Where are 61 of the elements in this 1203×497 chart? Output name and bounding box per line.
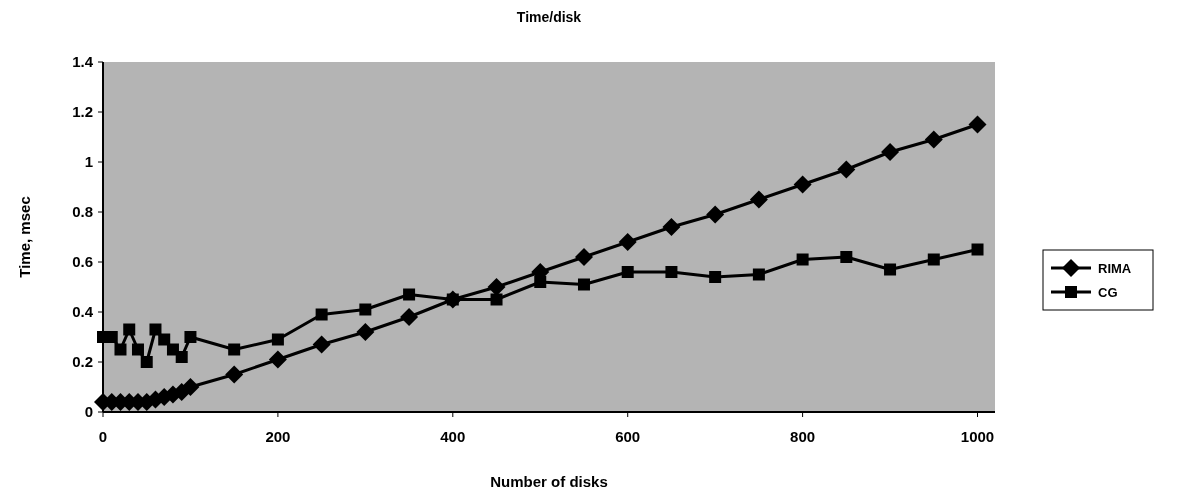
point	[140, 356, 153, 368]
x-axis-title: Number of disks	[490, 473, 608, 490]
point	[114, 343, 127, 356]
point	[706, 205, 725, 224]
x-tick-label: 800	[790, 428, 816, 445]
x-tick-label: 400	[440, 428, 466, 445]
y-tick-label: 1.4	[72, 53, 94, 70]
point	[359, 303, 372, 316]
legend-label: CG	[1098, 285, 1118, 300]
point	[225, 365, 244, 384]
point	[268, 350, 287, 369]
point	[315, 308, 328, 321]
point	[665, 266, 678, 278]
point	[400, 308, 419, 326]
point	[403, 288, 416, 301]
point	[749, 190, 768, 209]
point	[175, 351, 188, 363]
point	[123, 323, 136, 336]
x-tick-label: 0	[98, 428, 108, 445]
point	[312, 335, 331, 354]
y-tick-label: 1.2	[72, 103, 93, 120]
point	[181, 378, 200, 396]
y-tick-label: 0.2	[72, 353, 93, 370]
x-tick-label: 1000	[960, 428, 995, 445]
point	[356, 323, 375, 341]
y-tick-label: 0	[84, 403, 93, 420]
point	[271, 333, 284, 346]
point	[971, 243, 984, 256]
point	[793, 175, 812, 194]
point	[881, 143, 900, 161]
point	[796, 253, 809, 266]
point	[927, 253, 940, 266]
point	[618, 233, 637, 251]
point	[577, 278, 590, 291]
x-tick-label: 600	[615, 428, 641, 445]
point	[184, 331, 197, 343]
point	[884, 263, 897, 276]
point	[149, 323, 162, 336]
point	[840, 251, 853, 263]
point	[487, 278, 506, 296]
point	[662, 218, 681, 236]
y-axis-title: Time, msec	[16, 196, 33, 278]
point	[621, 266, 634, 278]
chart-title: Time/disk	[516, 9, 582, 25]
point	[228, 343, 241, 356]
y-tick-label: 0.6	[72, 253, 93, 270]
x-tick-label: 200	[265, 428, 291, 445]
point	[158, 333, 171, 346]
legend-label: RIMA	[1098, 261, 1132, 276]
point	[574, 248, 593, 266]
point	[968, 115, 987, 134]
point	[490, 293, 503, 306]
point	[837, 160, 856, 179]
point	[709, 271, 722, 283]
point	[131, 343, 144, 356]
point	[534, 276, 547, 288]
y-tick-label: 1	[84, 153, 93, 170]
point	[752, 268, 765, 281]
y-tick-label: 0.4	[72, 303, 94, 320]
y-tick-label: 0.8	[72, 203, 93, 220]
point	[924, 130, 943, 149]
